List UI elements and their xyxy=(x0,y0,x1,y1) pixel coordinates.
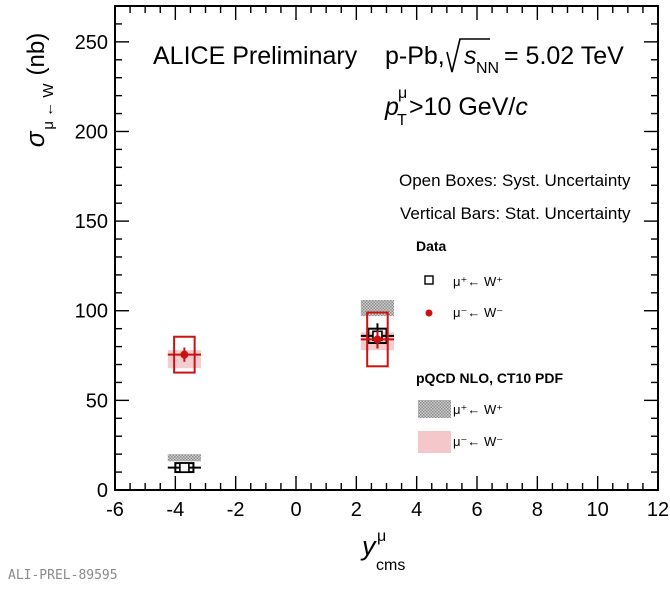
y-tick-labels: 0 50 100 150 200 250 xyxy=(75,32,108,502)
x-tick-label: -6 xyxy=(106,499,124,521)
legend-filled-circle-marker xyxy=(425,309,433,317)
collision-system: p-Pb, xyxy=(385,42,445,70)
legend-mu-minus-data: μ⁻← W⁻ xyxy=(453,305,503,320)
figure-id-footer: ALI-PREL-89595 xyxy=(8,568,118,583)
x-tick-label: 8 xyxy=(532,499,543,521)
pt-mu-superscript: μ xyxy=(398,85,407,102)
legend-theory-plus-swatch xyxy=(418,400,451,418)
legend-theory-title: pQCD NLO, CT10 PDF xyxy=(416,370,563,386)
y-tick-label: 150 xyxy=(75,211,108,233)
svg-text:cms: cms xyxy=(376,557,405,574)
energy-nn-subscript: NN xyxy=(476,60,499,77)
legend-theory-minus-swatch xyxy=(418,431,451,453)
y-tick-label: 250 xyxy=(75,32,108,54)
marker-mu-plus xyxy=(179,462,190,473)
x-tick-label: 6 xyxy=(471,499,482,521)
pt-cut: >10 GeV/c xyxy=(409,93,528,121)
marker-mu-minus xyxy=(373,335,382,344)
y-tick-label: 50 xyxy=(86,390,108,412)
x-tick-label: -2 xyxy=(227,499,245,521)
theory-band-mu-plus xyxy=(360,299,395,317)
legend-mu-plus-theory: μ⁺← W⁺ xyxy=(453,402,503,417)
x-axis-title: y μ cms xyxy=(360,528,405,574)
y-axis-title: σμ ← W(nb) xyxy=(20,33,57,148)
legend-mu-minus-theory: μ⁻← W⁻ xyxy=(453,434,503,449)
experiment-label: ALICE Preliminary xyxy=(153,42,358,70)
data-layer xyxy=(167,311,395,474)
marker-mu-minus xyxy=(180,350,189,359)
x-tick-label: 4 xyxy=(411,499,422,521)
legend-open-square-marker xyxy=(424,275,434,285)
axis-ticks xyxy=(114,5,659,491)
y-tick-label: 100 xyxy=(75,301,108,323)
syst-note: Open Boxes: Syst. Uncertainty xyxy=(399,171,631,190)
stat-note: Vertical Bars: Stat. Uncertainty xyxy=(400,204,631,223)
x-tick-label: 2 xyxy=(351,499,362,521)
pt-t-subscript: T xyxy=(397,112,407,129)
x-tick-label: 10 xyxy=(587,499,609,521)
y-tick-label: 0 xyxy=(97,480,108,502)
sqrt-symbol xyxy=(446,38,490,73)
svg-text:y: y xyxy=(360,531,377,561)
legend-mu-plus-data: μ⁺← W⁺ xyxy=(453,274,503,289)
x-tick-label: 0 xyxy=(290,499,301,521)
energy-s-symbol: s xyxy=(464,42,477,70)
theory-band-mu-plus xyxy=(167,454,201,462)
y-tick-label: 200 xyxy=(75,121,108,143)
x-tick-labels: -6 -4 -2 0 2 4 6 8 10 12 xyxy=(106,499,669,521)
pt-symbol: p xyxy=(384,93,399,121)
svg-text:σμ ← W(nb): σμ ← W(nb) xyxy=(20,33,57,148)
collision-energy: = 5.02 TeV xyxy=(504,42,624,70)
x-tick-label: -4 xyxy=(166,499,184,521)
plot-frame xyxy=(114,5,659,491)
x-tick-label: 12 xyxy=(647,499,669,521)
theory-layer xyxy=(167,299,395,462)
legend-data-title: Data xyxy=(416,238,447,254)
svg-text:μ: μ xyxy=(377,528,386,545)
